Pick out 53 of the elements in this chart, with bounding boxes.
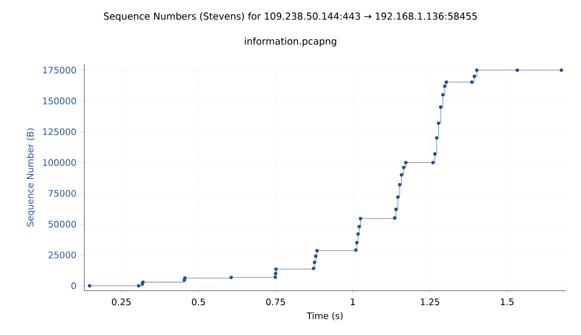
y-tick-label: 175000 — [43, 66, 76, 74]
y-tick-label: 150000 — [43, 98, 76, 104]
y-tick-label: 25000 — [48, 252, 76, 258]
y-tick-label: 75000 — [48, 190, 76, 197]
point — [398, 183, 402, 186]
point — [560, 68, 564, 72]
point — [354, 248, 358, 252]
y-tick-label: 100000 — [43, 159, 76, 166]
y-tick-label: 0 — [71, 282, 76, 290]
point — [444, 80, 448, 84]
point — [433, 152, 437, 156]
point — [472, 74, 476, 78]
point — [475, 68, 479, 72]
point — [436, 121, 440, 125]
point — [229, 276, 233, 280]
point — [88, 284, 92, 288]
x-tick-label: 0.5 — [192, 298, 205, 306]
point — [274, 267, 278, 271]
point — [400, 173, 404, 177]
chart-subtitle: information.pcapng — [244, 37, 336, 47]
point — [431, 160, 435, 164]
chart-title: Sequence Numbers (Stevens) for 109.238.50.144:443 → 192.168.1.136:58455 — [104, 12, 477, 22]
y-axis-title: Sequence Number (B) — [26, 128, 36, 226]
y-tick-label: 50000 — [48, 220, 76, 228]
point — [274, 275, 278, 279]
point — [355, 240, 358, 244]
point — [439, 105, 442, 109]
point — [356, 232, 360, 236]
x-tick-label: 1.25 — [420, 298, 440, 306]
point — [393, 216, 396, 220]
point — [516, 68, 519, 72]
point — [396, 195, 400, 199]
point — [470, 80, 474, 84]
x-tick-label: 1 — [350, 298, 355, 306]
x-tick-label: 1.5 — [500, 298, 514, 306]
point — [402, 166, 406, 170]
x-axis-title: Time (s) — [306, 312, 343, 320]
point — [136, 284, 140, 288]
point — [315, 248, 319, 252]
point — [404, 160, 408, 164]
point — [394, 208, 398, 212]
point — [358, 224, 361, 228]
point — [312, 260, 316, 264]
point — [441, 93, 445, 96]
x-tick-label: 0.75 — [266, 298, 285, 306]
point — [443, 84, 446, 88]
x-tick-label: 0.25 — [112, 298, 131, 306]
point — [274, 272, 278, 276]
point — [435, 136, 438, 140]
y-tick-label: 125000 — [43, 128, 76, 136]
point — [358, 216, 362, 220]
point — [314, 254, 318, 258]
point — [312, 266, 316, 270]
